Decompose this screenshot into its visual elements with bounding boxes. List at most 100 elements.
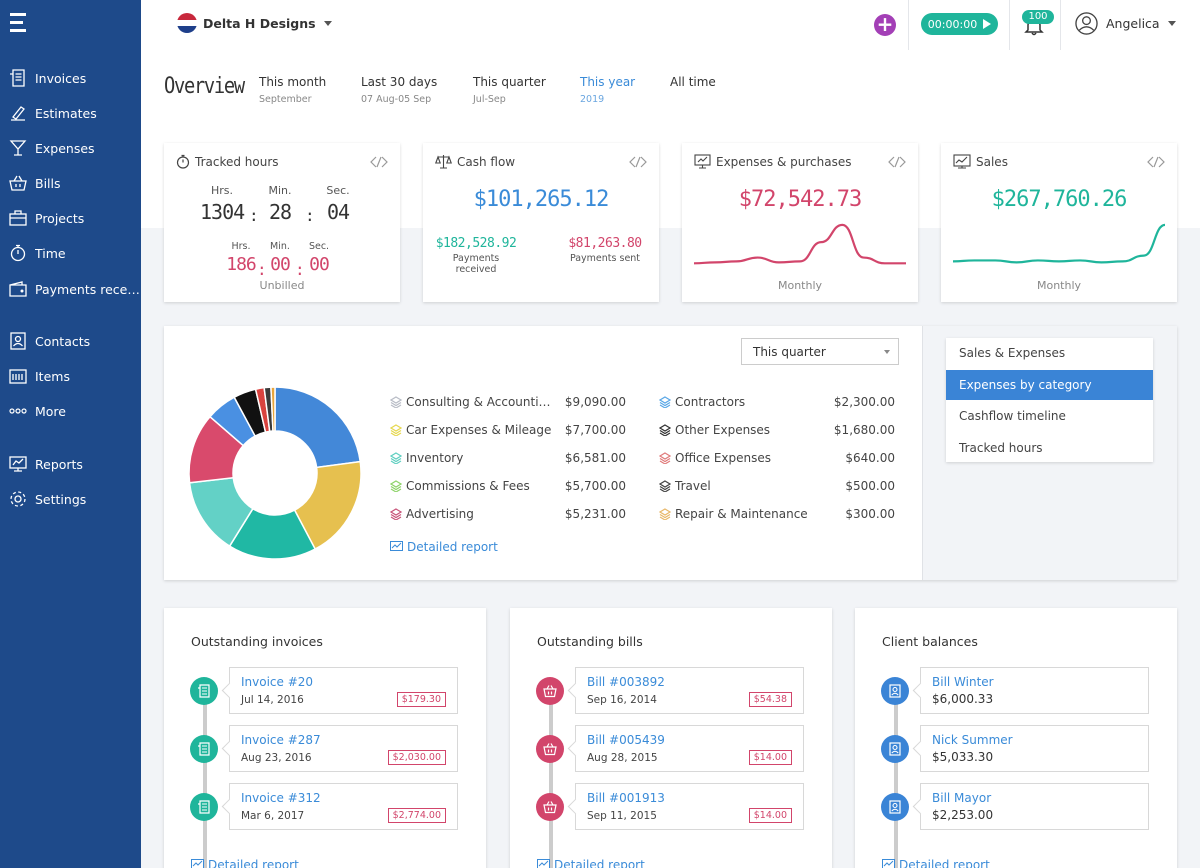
timeline-line — [549, 688, 553, 868]
user-menu[interactable]: Angelica — [1075, 12, 1176, 35]
outstanding-invoices-card: Outstanding invoices Invoice #20 Jul 14, … — [164, 608, 486, 868]
period-tab-last-30-days[interactable]: Last 30 days 07 Aug-05 Sep — [361, 75, 437, 105]
sidebar-item-bills[interactable]: Bills — [0, 167, 141, 199]
layers-icon — [390, 452, 402, 464]
expand-icon[interactable] — [629, 156, 647, 168]
list-item[interactable]: Bill Mayor $2,253.00 — [920, 783, 1149, 830]
card-title: Client balances — [882, 634, 978, 649]
legend-item: Contractors — [659, 395, 745, 409]
timeline-line — [203, 688, 207, 868]
legend-item: Inventory — [390, 451, 463, 465]
contacts-icon — [8, 332, 27, 351]
donut-slice-9[interactable] — [270, 386, 276, 432]
timer-button[interactable]: 00:00:00 — [921, 13, 998, 35]
invoice-icon — [8, 69, 27, 88]
layers-icon — [390, 424, 402, 436]
sidebar-item-time[interactable]: Time — [0, 237, 141, 269]
amount-badge: $54.38 — [748, 692, 792, 707]
sidebar-item-payments-rece[interactable]: Payments rece… — [0, 273, 141, 305]
period-range: Jul-Sep — [473, 94, 506, 105]
list-item[interactable]: Bill #001913 Sep 11, 2015 $14.00 — [575, 783, 804, 830]
company-name: Delta H Designs — [203, 15, 316, 31]
app-logo[interactable] — [10, 13, 26, 33]
period-select[interactable]: This quarter — [741, 338, 899, 365]
contact-card-icon — [881, 793, 909, 821]
period-label: This month — [259, 75, 327, 89]
sidebar-item-items[interactable]: Items — [0, 360, 141, 392]
donut-slice-0[interactable] — [274, 386, 362, 469]
hours-col: Hrs. 1304 — [200, 184, 245, 224]
client-balance: $2,253.00 — [932, 808, 994, 822]
period-tab-this-quarter[interactable]: This quarter Jul-Sep — [473, 75, 546, 105]
list-item[interactable]: Bill #003892 Sep 16, 2014 $54.38 — [575, 667, 804, 714]
expand-icon[interactable] — [888, 156, 906, 168]
report-icon — [537, 859, 550, 868]
period-tab-this-month[interactable]: This month September — [259, 75, 326, 105]
sparkline-path — [694, 223, 906, 265]
timeline-line — [894, 688, 898, 868]
sidebar-item-estimates[interactable]: Estimates — [0, 97, 141, 129]
period-label: This year — [580, 75, 636, 89]
tab-sales-expenses[interactable]: Sales & Expenses — [959, 346, 1066, 360]
legend-label: Advertising — [406, 507, 474, 521]
list-item[interactable]: Bill Winter $6,000.33 — [920, 667, 1149, 714]
sidebar-item-expenses[interactable]: Expenses — [0, 132, 141, 164]
detailed-report-link[interactable]: Detailed report — [390, 540, 498, 554]
basket-icon — [536, 735, 564, 763]
sidebar-item-projects[interactable]: Projects — [0, 202, 141, 234]
unbilled-label: Unbilled — [259, 279, 305, 292]
legend-amount: $2,300.00 — [833, 395, 895, 409]
stopwatch-icon — [176, 154, 190, 169]
header-divider — [908, 0, 909, 51]
period-label: Last 30 days — [361, 75, 438, 89]
sidebar-item-settings[interactable]: Settings — [0, 483, 141, 515]
detailed-report-link[interactable]: Detailed report — [191, 858, 299, 868]
sidebar-item-more[interactable]: More — [0, 395, 141, 427]
minutes-col: Min. 28 — [262, 184, 298, 224]
legend-label: Office Expenses — [675, 451, 772, 465]
legend-amount: $5,700.00 — [564, 479, 626, 493]
add-button[interactable]: + — [874, 14, 896, 36]
sidebar-item-reports[interactable]: Reports — [0, 448, 141, 480]
list-item[interactable]: Invoice #312 Mar 6, 2017 $2,774.00 — [229, 783, 458, 830]
item-date: Aug 28, 2015 — [587, 752, 658, 764]
expand-icon[interactable] — [370, 156, 388, 168]
play-icon — [983, 19, 992, 29]
tab-cashflow-timeline[interactable]: Cashflow timeline — [959, 409, 1066, 423]
chevron-down-icon — [884, 350, 890, 354]
list-item[interactable]: Nick Summer $5,033.30 — [920, 725, 1149, 772]
card-title: Expenses & purchases — [716, 154, 852, 169]
amount-badge: $14.00 — [748, 750, 792, 765]
tracked-hours-card: Tracked hours Hrs. 1304 : Min. 28 : Sec.… — [164, 143, 400, 302]
detailed-report-link[interactable]: Detailed report — [537, 858, 645, 868]
basket-icon — [536, 677, 564, 705]
layers-icon — [659, 452, 671, 464]
expenses-sparkline — [694, 223, 906, 265]
expenses-by-category-panel: This quarter Consulting & Accounti… $9,09… — [164, 326, 1177, 580]
legend-item: Travel — [659, 479, 711, 493]
item-number: Invoice #287 — [241, 733, 321, 747]
period-range: 07 Aug-05 Sep — [361, 94, 432, 105]
item-number: Bill #005439 — [587, 733, 665, 747]
legend-item: Consulting & Accounti… — [390, 395, 551, 409]
expand-icon[interactable] — [1147, 156, 1165, 168]
tab-tracked-hours[interactable]: Tracked hours — [959, 440, 1043, 455]
company-switcher[interactable]: Delta H Designs — [177, 13, 332, 33]
payments-sent-value: $81,263.80 — [568, 236, 642, 251]
period-tab-all-time[interactable]: All time — [670, 75, 716, 94]
separator: : — [305, 206, 315, 225]
detailed-report-link[interactable]: Detailed report — [882, 858, 990, 868]
legend-label: Inventory — [406, 451, 464, 465]
list-item[interactable]: Invoice #20 Jul 14, 2016 $179.30 — [229, 667, 458, 714]
period-tab-this-year[interactable]: This year 2019 — [580, 75, 635, 105]
sidebar-item-invoices[interactable]: Invoices — [0, 62, 141, 94]
layers-icon — [659, 480, 671, 492]
sidebar-item-contacts[interactable]: Contacts — [0, 325, 141, 357]
sidebar-item-label: Reports — [35, 456, 83, 472]
header-divider — [1060, 0, 1061, 51]
list-item[interactable]: Invoice #287 Aug 23, 2016 $2,030.00 — [229, 725, 458, 772]
hours-value: 1304 — [200, 200, 245, 224]
items-icon — [8, 367, 27, 386]
tab-expenses-by-category[interactable]: Expenses by category — [946, 369, 1153, 400]
list-item[interactable]: Bill #005439 Aug 28, 2015 $14.00 — [575, 725, 804, 772]
